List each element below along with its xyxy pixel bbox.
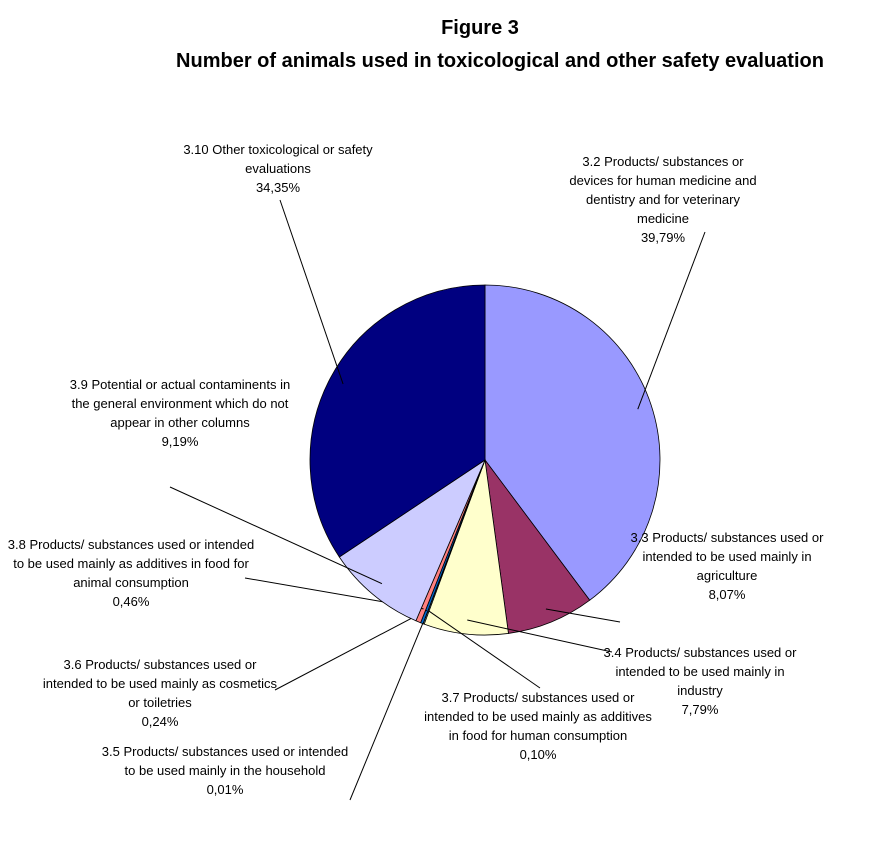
slice-label: 3.8 Products/ substances used or intende…	[6, 535, 256, 611]
chart-subtitle: Number of animals used in toxicological …	[176, 50, 824, 72]
value-label: 9,19%	[161, 434, 199, 449]
slice-label: 3.2 Products/ substances or devices for …	[563, 152, 763, 247]
leader-line	[349, 610, 429, 801]
leader-line	[169, 486, 383, 585]
value-label: 7,79%	[681, 702, 719, 717]
slice-label: 3.10 Other toxicological or safety evalu…	[173, 140, 383, 197]
category-label: 3.6 Products/ substances used or intende…	[42, 657, 278, 710]
category-label: 3.3 Products/ substances used or intende…	[630, 530, 824, 583]
value-label: 0,10%	[519, 747, 557, 762]
category-label: 3.2 Products/ substances or devices for …	[569, 154, 757, 226]
leader-line	[637, 231, 706, 410]
leader-line	[274, 609, 428, 691]
slice-label: 3.6 Products/ substances used or intende…	[40, 655, 280, 731]
slice-label: 3.5 Products/ substances used or intende…	[100, 742, 350, 799]
leader-line	[279, 199, 344, 385]
slice-label: 3.9 Potential or actual contaminents in …	[65, 375, 295, 451]
category-label: 3.10 Other toxicological or safety evalu…	[183, 142, 373, 176]
leader-line	[467, 619, 613, 653]
pie-slice	[484, 458, 591, 634]
pie-slice	[484, 284, 661, 601]
slice-label: 3.3 Products/ substances used or intende…	[622, 528, 832, 604]
pie-slice	[309, 284, 486, 558]
value-label: 0,24%	[141, 714, 179, 729]
slice-label: 3.4 Products/ substances used or intende…	[600, 643, 800, 719]
category-label: 3.4 Products/ substances used or intende…	[603, 645, 797, 698]
category-label: 3.7 Products/ substances used or intende…	[424, 690, 652, 743]
slice-label: 3.7 Products/ substances used or intende…	[418, 688, 658, 764]
leader-line	[428, 610, 541, 689]
category-label: 3.8 Products/ substances used or intende…	[7, 537, 255, 590]
value-label: 0,46%	[112, 594, 150, 609]
leader-line	[545, 608, 621, 623]
category-label: 3.9 Potential or actual contaminents in …	[69, 377, 291, 430]
value-label: 39,79%	[640, 230, 686, 245]
value-label: 34,35%	[255, 180, 301, 195]
category-label: 3.5 Products/ substances used or intende…	[101, 744, 349, 778]
chart-title: Figure 3	[441, 17, 519, 39]
value-label: 8,07%	[708, 587, 746, 602]
value-label: 0,01%	[206, 782, 244, 797]
